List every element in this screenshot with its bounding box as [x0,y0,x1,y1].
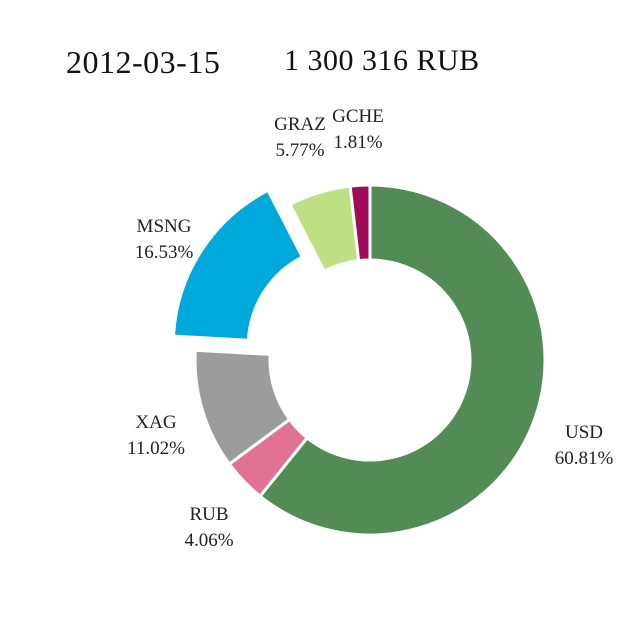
report-date: 2012-03-15 [66,44,221,80]
slice-name-label: RUB [189,504,228,525]
slice-name-label: USD [565,422,603,443]
slice-name-label: XAG [135,412,176,433]
slice-percent-label: 16.53% [135,242,194,263]
slice-name-label: GCHE [332,106,384,127]
slice-label-usd: USD 60.81% [555,422,614,469]
slice-percent-label: 1.81% [333,132,382,153]
slice-percent-label: 11.02% [127,438,185,459]
slice-name-label: MSNG [137,216,192,237]
slice-xag [193,348,292,466]
portfolio-total: 1 300 316 RUB [284,44,480,77]
slice-usd [258,183,547,537]
slice-gche [348,183,372,263]
slice-label-rub: RUB 4.06% [184,504,233,551]
slice-label-graz: GRAZ 5.77% [274,114,326,161]
slice-label-gche: GCHE 1.81% [332,106,384,153]
slice-percent-label: 60.81% [555,448,614,469]
slice-percent-label: 5.77% [275,140,324,161]
slice-msng [171,188,304,342]
slice-label-msng: MSNG 16.53% [135,216,194,263]
slice-percent-label: 4.06% [184,530,233,551]
slice-name-label: GRAZ [274,114,326,135]
slice-label-xag: XAG 11.02% [127,412,185,459]
